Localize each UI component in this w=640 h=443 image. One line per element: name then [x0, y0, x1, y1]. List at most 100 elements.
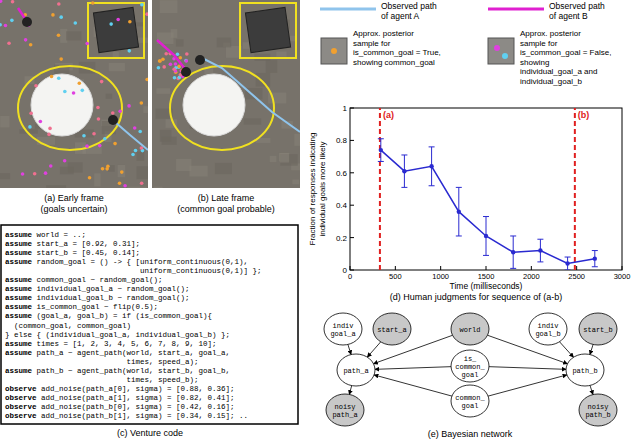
posterior-sample: [106, 164, 110, 168]
person: [181, 67, 191, 77]
caption: (d) Human judgments for sequence of (a-b…: [390, 292, 563, 302]
legend-label: is_common_goal = False,: [520, 48, 611, 57]
error-bar: [378, 139, 384, 162]
floor-texture: [136, 166, 148, 179]
floor-texture: [137, 152, 145, 161]
code-line: assume random_goal = () -> { [uniform_co…: [5, 258, 248, 266]
edge: [559, 342, 573, 358]
code-keyword: assume: [5, 249, 33, 257]
code-keyword: observe: [5, 412, 37, 420]
floor-texture: [0, 116, 9, 127]
x-tick: [622, 266, 623, 270]
y-tick: [350, 237, 354, 238]
path-agent-a: [115, 122, 148, 150]
node: [579, 313, 617, 345]
x-axis-label: Time (milliseconds): [450, 281, 523, 291]
floor-texture: [156, 88, 170, 93]
floor-texture: [118, 165, 126, 177]
posterior-sample: [96, 106, 100, 110]
posterior-sample: [11, 0, 15, 4]
square-table: [93, 7, 138, 52]
posterior-sample: [81, 89, 85, 93]
code-text: start_b = [0.45, 0.14];: [32, 249, 140, 257]
x-tick: [395, 266, 396, 270]
code-line: observe add_noise(path_b[0], sigma) = [0…: [5, 403, 235, 411]
floor-texture: [143, 106, 148, 113]
floor-texture: [46, 185, 66, 188]
code-line: } else { (individual_goal_a, individual_…: [5, 331, 230, 339]
legend-dot: [494, 45, 500, 51]
legend-swatch: [321, 38, 347, 64]
node-label: noisy: [334, 403, 355, 411]
posterior-sample: [44, 171, 48, 175]
code-line: assume is_common_goal ~ flip(0.5);: [5, 303, 158, 311]
code-text: path_b ~ agent_path(world, start_b, goal…: [32, 367, 230, 375]
posterior-sample: [145, 78, 148, 82]
code-keyword: assume: [5, 303, 33, 311]
node-label: path_b: [572, 367, 597, 375]
edge: [488, 375, 567, 396]
node-label: world: [459, 326, 480, 334]
code-keyword: assume: [5, 276, 33, 284]
error-bar-cap: [483, 255, 489, 256]
code-line: assume path_a ~ agent_path(world, start_…: [5, 349, 230, 357]
posterior-sample: [169, 62, 173, 66]
posterior-sample: [49, 164, 53, 168]
posterior-sample: [78, 81, 82, 85]
node: [337, 354, 375, 386]
code-line: assume individual_goal_a ~ random_goal()…: [5, 285, 190, 293]
data-point: [511, 250, 515, 254]
code-text: world = ..;: [32, 231, 86, 239]
node-label: indiv: [332, 322, 353, 330]
legend-label: of agent B: [549, 11, 588, 21]
edge: [349, 386, 351, 395]
error-bar: [483, 217, 489, 256]
floor-texture: [160, 0, 178, 13]
node: [451, 350, 489, 382]
posterior-sample: [24, 38, 28, 42]
posterior-sample: [73, 21, 77, 25]
data-point: [538, 248, 542, 252]
node-label: path_a: [343, 367, 368, 375]
caption: (a) Early frame: [44, 193, 104, 203]
goal-region: [240, 3, 296, 58]
floor-texture: [176, 159, 191, 171]
floor-texture: [266, 60, 278, 73]
error-bar-cap: [456, 235, 462, 236]
node-label: path_b: [585, 411, 610, 419]
data-point: [593, 256, 597, 260]
error-bar-cap: [378, 161, 384, 162]
code-text: (common_goal, common_goal): [5, 322, 131, 330]
code-keyword: assume: [5, 258, 33, 266]
posterior-sample: [140, 182, 144, 186]
error-bar: [592, 251, 598, 267]
node-label: goal_a: [330, 330, 355, 338]
error-bar-cap: [429, 146, 435, 147]
error-bar-cap: [592, 266, 598, 267]
error-bar-cap: [537, 261, 543, 262]
posterior-sample: [39, 120, 43, 124]
edge: [489, 367, 566, 370]
node: [324, 313, 362, 345]
posterior-sample: [133, 126, 137, 130]
code-line: assume times = [1, 2, 3, 4, 5, 6, 7, 8, …: [5, 340, 217, 348]
code-line: assume start_b = [0.45, 0.14];: [5, 249, 140, 257]
legend-dot: [331, 48, 337, 54]
posterior-sample: [111, 111, 115, 115]
data-point: [429, 164, 433, 168]
person: [22, 17, 32, 27]
goal-region: [88, 3, 144, 58]
plot-area: [378, 108, 598, 270]
legend-dot: [502, 53, 508, 59]
code-text: add_noise(path_b[1], sigma) = [0.34, 0.1…: [37, 412, 249, 420]
edge: [367, 342, 380, 357]
y-tick: [350, 205, 354, 206]
error-bar-cap: [429, 185, 435, 186]
node-label: goal_b: [535, 330, 560, 338]
posterior-sample: [127, 104, 131, 108]
square-table: [245, 7, 290, 52]
edge: [375, 367, 451, 370]
code-text: add_noise(path_b[0], sigma) = [0.42, 0.1…: [37, 403, 235, 411]
posterior-sample: [118, 181, 122, 185]
floor-texture: [276, 52, 286, 57]
